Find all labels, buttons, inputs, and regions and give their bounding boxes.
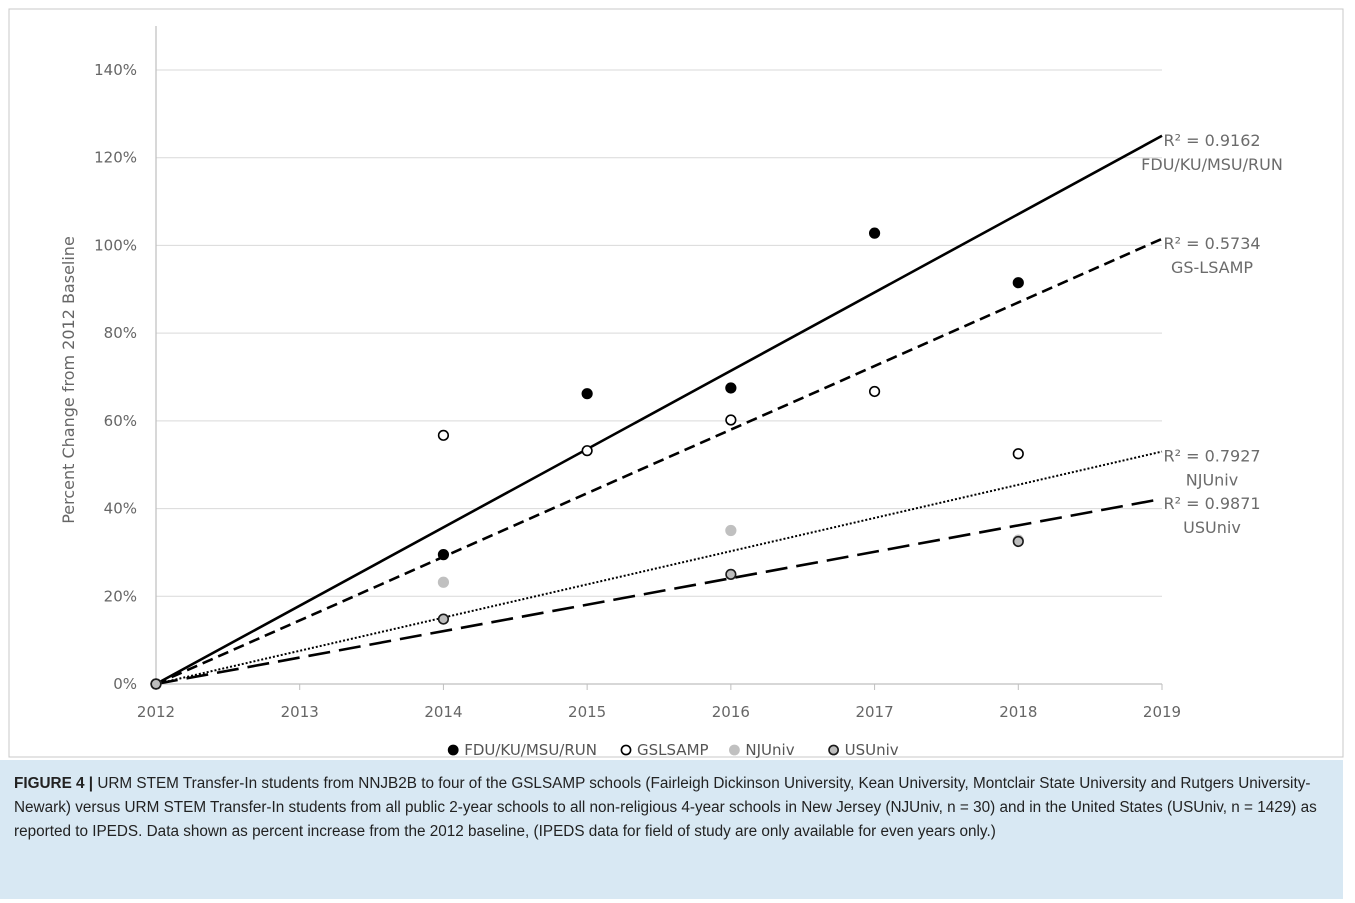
- y-tick-label: 20%: [104, 587, 137, 605]
- legend-marker: [729, 744, 740, 756]
- x-tick-label: 2016: [712, 703, 750, 721]
- data-point: [725, 382, 737, 394]
- gridlines: [156, 69, 1162, 597]
- trendline: [155, 237, 1163, 686]
- data-point: [725, 414, 737, 426]
- data-point: [437, 429, 450, 441]
- legend-label: NJUniv: [745, 741, 794, 759]
- x-tick-label: 2017: [855, 703, 893, 721]
- data-point: [868, 385, 881, 398]
- trendline-name-label: GS-LSAMP: [1171, 258, 1253, 277]
- x-tick-label: 2014: [424, 703, 462, 721]
- data-point: [868, 227, 881, 239]
- y-axis-title: Percent Change from 2012 Baseline: [59, 236, 78, 524]
- trendline-name-label: USUniv: [1183, 518, 1241, 537]
- axes: 0% 20% 40% 60% 80% 100% 120% 140% 2012 2013 2014 20…: [94, 26, 1181, 721]
- figure-caption: FIGURE 4 | URM STEM Transfer-In students…: [0, 760, 1343, 899]
- trendline: [155, 450, 1163, 685]
- trendline: [155, 497, 1163, 686]
- trendlines: [155, 134, 1163, 686]
- data-point: [581, 388, 593, 400]
- data-point: [437, 576, 450, 588]
- legend-label: FDU/KU/MSU/RUN: [464, 741, 597, 759]
- y-tick-label: 100%: [94, 236, 137, 254]
- data-point: [150, 678, 162, 690]
- x-tick-label: 2012: [137, 703, 175, 721]
- legend: FDU/KU/MSU/RUN GSLSAMP NJUniv USUniv: [447, 741, 899, 759]
- r-squared-label: R² = 0.9871: [1163, 494, 1260, 513]
- legend-marker: [828, 744, 839, 756]
- chart-frame: [8, 8, 1344, 758]
- y-tick-label: 140%: [94, 61, 137, 79]
- trendline-name-label: NJUniv: [1186, 471, 1238, 490]
- r-squared-label: R² = 0.7927: [1163, 447, 1260, 466]
- x-tick-label: 2018: [999, 703, 1037, 721]
- data-point: [437, 549, 450, 561]
- x-tick-label: 2019: [1143, 703, 1181, 721]
- trendline: [155, 134, 1163, 686]
- caption-text: URM STEM Transfer-In students from NNJB2…: [14, 775, 1317, 840]
- legend-marker: [447, 744, 459, 756]
- r-squared-label: R² = 0.5734: [1163, 234, 1260, 253]
- data-point: [581, 445, 593, 457]
- y-tick-label: 80%: [104, 324, 137, 342]
- y-tick-label: 0%: [113, 675, 137, 693]
- data-point: [437, 613, 450, 625]
- y-tick-label: 120%: [94, 149, 137, 167]
- data-points: [150, 227, 1024, 690]
- data-point: [1012, 535, 1024, 548]
- legend-label: GSLSAMP: [637, 741, 709, 759]
- trendline-name-label: FDU/KU/MSU/RUN: [1141, 155, 1283, 174]
- data-point: [725, 568, 737, 580]
- r-squared-label: R² = 0.9162: [1163, 131, 1260, 150]
- y-tick-label: 60%: [104, 412, 137, 430]
- data-point: [1012, 277, 1024, 289]
- data-point: [725, 524, 737, 537]
- y-tick-label: 40%: [104, 500, 137, 518]
- trendline-labels: R² = 0.9162 FDU/KU/MSU/RUN R² = 0.5734 GS-L…: [1141, 131, 1283, 537]
- data-point: [1012, 448, 1024, 460]
- x-tick-label: 2013: [281, 703, 319, 721]
- caption-label: FIGURE 4 |: [14, 775, 94, 792]
- x-tick-label: 2015: [568, 703, 606, 721]
- chart: 0% 20% 40% 60% 80% 100% 120% 140% 2012 2013 2014 20…: [8, 8, 1344, 759]
- legend-label: USUniv: [845, 741, 899, 759]
- legend-marker: [620, 744, 632, 756]
